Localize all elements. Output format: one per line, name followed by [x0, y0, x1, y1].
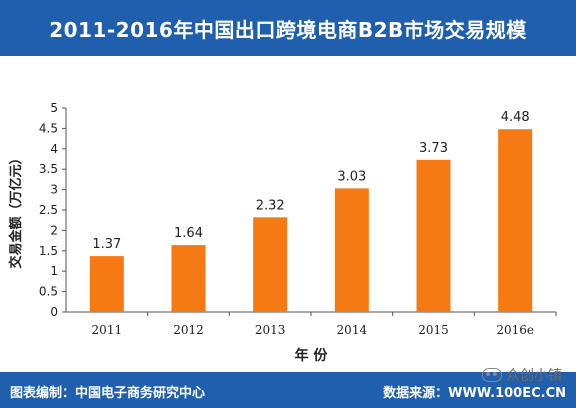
footer-bar: 图表编制：中国电子商务研究中心 数据来源：WWW.100EC.CN [0, 372, 576, 408]
y-tick-label: 2 [50, 223, 58, 237]
footer-source: 数据来源：WWW.100EC.CN [383, 386, 566, 401]
bar-value-label: 1.37 [92, 237, 121, 252]
chart-area: 0 0.5 1 1.5 2 2.5 3 3.5 4 4.5 5 1.37 2011 1.64 2012 2.3… [0, 56, 576, 372]
footer-compiler: 图表编制：中国电子商务研究中心 [10, 386, 206, 401]
x-tick-label: 2013 [255, 323, 286, 337]
x-axis-label: 年 份 [295, 347, 329, 364]
y-tick-label: 2.5 [39, 203, 58, 217]
x-tick-label: 2011 [92, 323, 123, 337]
bar [253, 217, 288, 312]
y-tick-label: 3.5 [39, 162, 58, 176]
bar-value-label: 3.73 [419, 141, 448, 156]
y-tick-label: 5 [50, 101, 58, 115]
bar-value-label: 3.03 [337, 169, 366, 184]
bar-value-label: 4.48 [501, 110, 530, 125]
y-tick-label: 4 [50, 142, 58, 156]
y-tick-label: 0.5 [39, 285, 58, 299]
bar-value-label: 2.32 [256, 198, 285, 213]
x-tick-label: 2012 [173, 323, 204, 337]
chart-title: 2011-2016年中国出口跨境电商B2B市场交易规模 [49, 17, 527, 42]
y-axis-label: 交易金额（万亿元） [8, 151, 24, 268]
wechat-icon [482, 368, 502, 382]
y-tick-label: 0 [50, 305, 58, 319]
bar [89, 256, 124, 312]
title-bar: 2011-2016年中国出口跨境电商B2B市场交易规模 [0, 0, 576, 56]
watermark: 众创小镇 [482, 364, 562, 386]
y-tick-label: 3 [50, 183, 58, 197]
bar [334, 188, 369, 312]
y-tick-label: 1 [50, 264, 58, 278]
x-tick-label: 2015 [418, 323, 449, 337]
x-tick-label: 2014 [337, 323, 368, 337]
bar [416, 159, 451, 312]
bar-value-label: 1.64 [174, 226, 203, 241]
y-tick-label: 1.5 [39, 244, 58, 258]
x-tick-label: 2016e [496, 323, 534, 337]
y-tick-label: 4.5 [39, 121, 58, 135]
bar-chart: 0 0.5 1 1.5 2 2.5 3 3.5 4 4.5 5 1.37 2011 1.64 2012 2.3… [8, 101, 557, 364]
bar [498, 129, 533, 312]
watermark-text: 众创小镇 [506, 368, 562, 384]
bar [171, 245, 206, 312]
